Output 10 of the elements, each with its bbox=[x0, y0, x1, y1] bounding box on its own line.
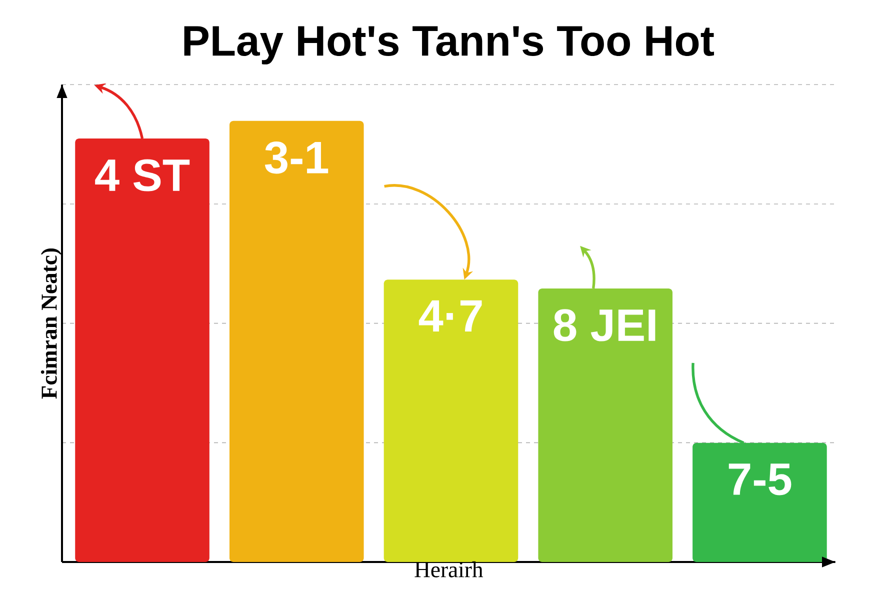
bar bbox=[229, 120, 364, 562]
annotation: 8 JEI bbox=[554, 309, 656, 342]
annotation: 4·7 bbox=[418, 300, 482, 332]
y-axis-title: Fcimran Neatc) bbox=[40, 248, 62, 399]
bar bbox=[384, 280, 518, 562]
chart-title: PLay Hot's Tann's Too Hot bbox=[184, 26, 714, 64]
annotation: 4 ST bbox=[95, 159, 190, 192]
annotation: 3-1 bbox=[264, 142, 328, 174]
x-axis-title: Herairh bbox=[414, 561, 483, 578]
annotation: 7-5 bbox=[728, 464, 792, 496]
